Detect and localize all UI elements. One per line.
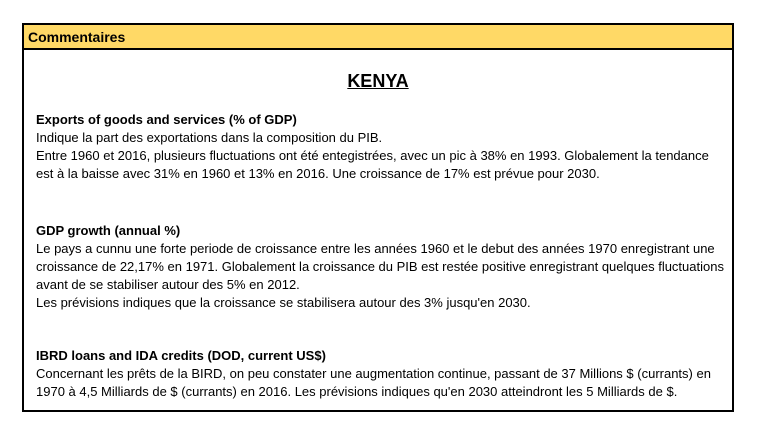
- section-ibrd-loans: IBRD loans and IDA credits (DOD, current…: [36, 347, 726, 401]
- comments-panel: Commentaires KENYA Exports of goods and …: [22, 23, 734, 412]
- section-title: GDP growth (annual %): [36, 223, 181, 238]
- section-gdp-growth: GDP growth (annual %) Le pays a cunnu un…: [36, 222, 726, 312]
- section-text: Les prévisions indiques que la croissanc…: [36, 295, 531, 310]
- country-title: KENYA: [347, 71, 409, 91]
- section-text: Concernant les prêts de la BIRD, on peu …: [36, 366, 711, 399]
- section-exports: Exports of goods and services (% of GDP)…: [36, 111, 726, 183]
- section-title: IBRD loans and IDA credits (DOD, current…: [36, 348, 326, 363]
- section-text: Entre 1960 et 2016, plusieurs fluctuatio…: [36, 148, 709, 181]
- section-text: Le pays a cunnu une forte periode de cro…: [36, 241, 724, 292]
- section-title: Exports of goods and services (% of GDP): [36, 112, 297, 127]
- section-text: Indique la part des exportations dans la…: [36, 130, 383, 145]
- panel-header: Commentaires: [24, 25, 732, 50]
